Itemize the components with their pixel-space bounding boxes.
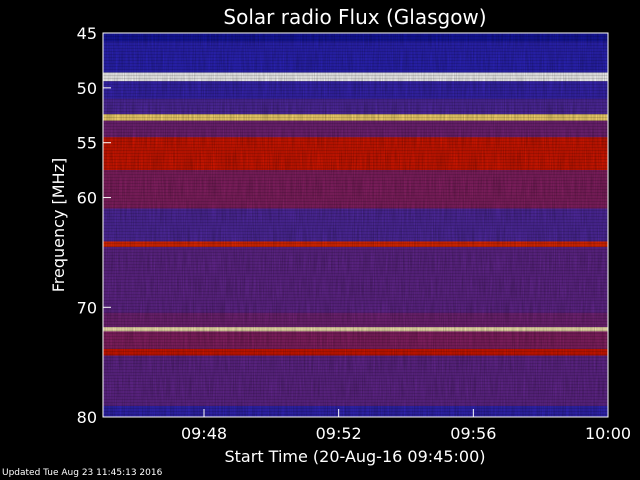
y-tick-label: 70 <box>77 298 97 317</box>
noise-texture <box>103 33 608 417</box>
y-tick-label: 45 <box>77 24 97 43</box>
x-tick-label: 09:48 <box>181 424 227 443</box>
x-axis-label: Start Time (20-Aug-16 09:45:00) <box>225 447 486 466</box>
plot-area <box>102 32 609 418</box>
chart-title: Solar radio Flux (Glasgow) <box>223 5 486 29</box>
plot-frame <box>102 32 609 418</box>
x-tick-label: 09:56 <box>450 424 496 443</box>
updated-timestamp: Updated Tue Aug 23 11:45:13 2016 <box>2 468 163 478</box>
y-tick-label: 55 <box>77 134 97 153</box>
x-tick-label: 09:52 <box>316 424 362 443</box>
y-tick-label: 80 <box>77 408 97 427</box>
y-axis: 45 50 55 60 70 80 <box>77 24 111 427</box>
y-tick-label: 60 <box>77 189 97 208</box>
x-axis: 09:48 09:52 09:56 10:00 <box>181 409 631 443</box>
x-tick-label: 10:00 <box>585 424 631 443</box>
y-tick-label: 50 <box>77 79 97 98</box>
y-axis-label: Frequency [MHz] <box>49 158 68 292</box>
